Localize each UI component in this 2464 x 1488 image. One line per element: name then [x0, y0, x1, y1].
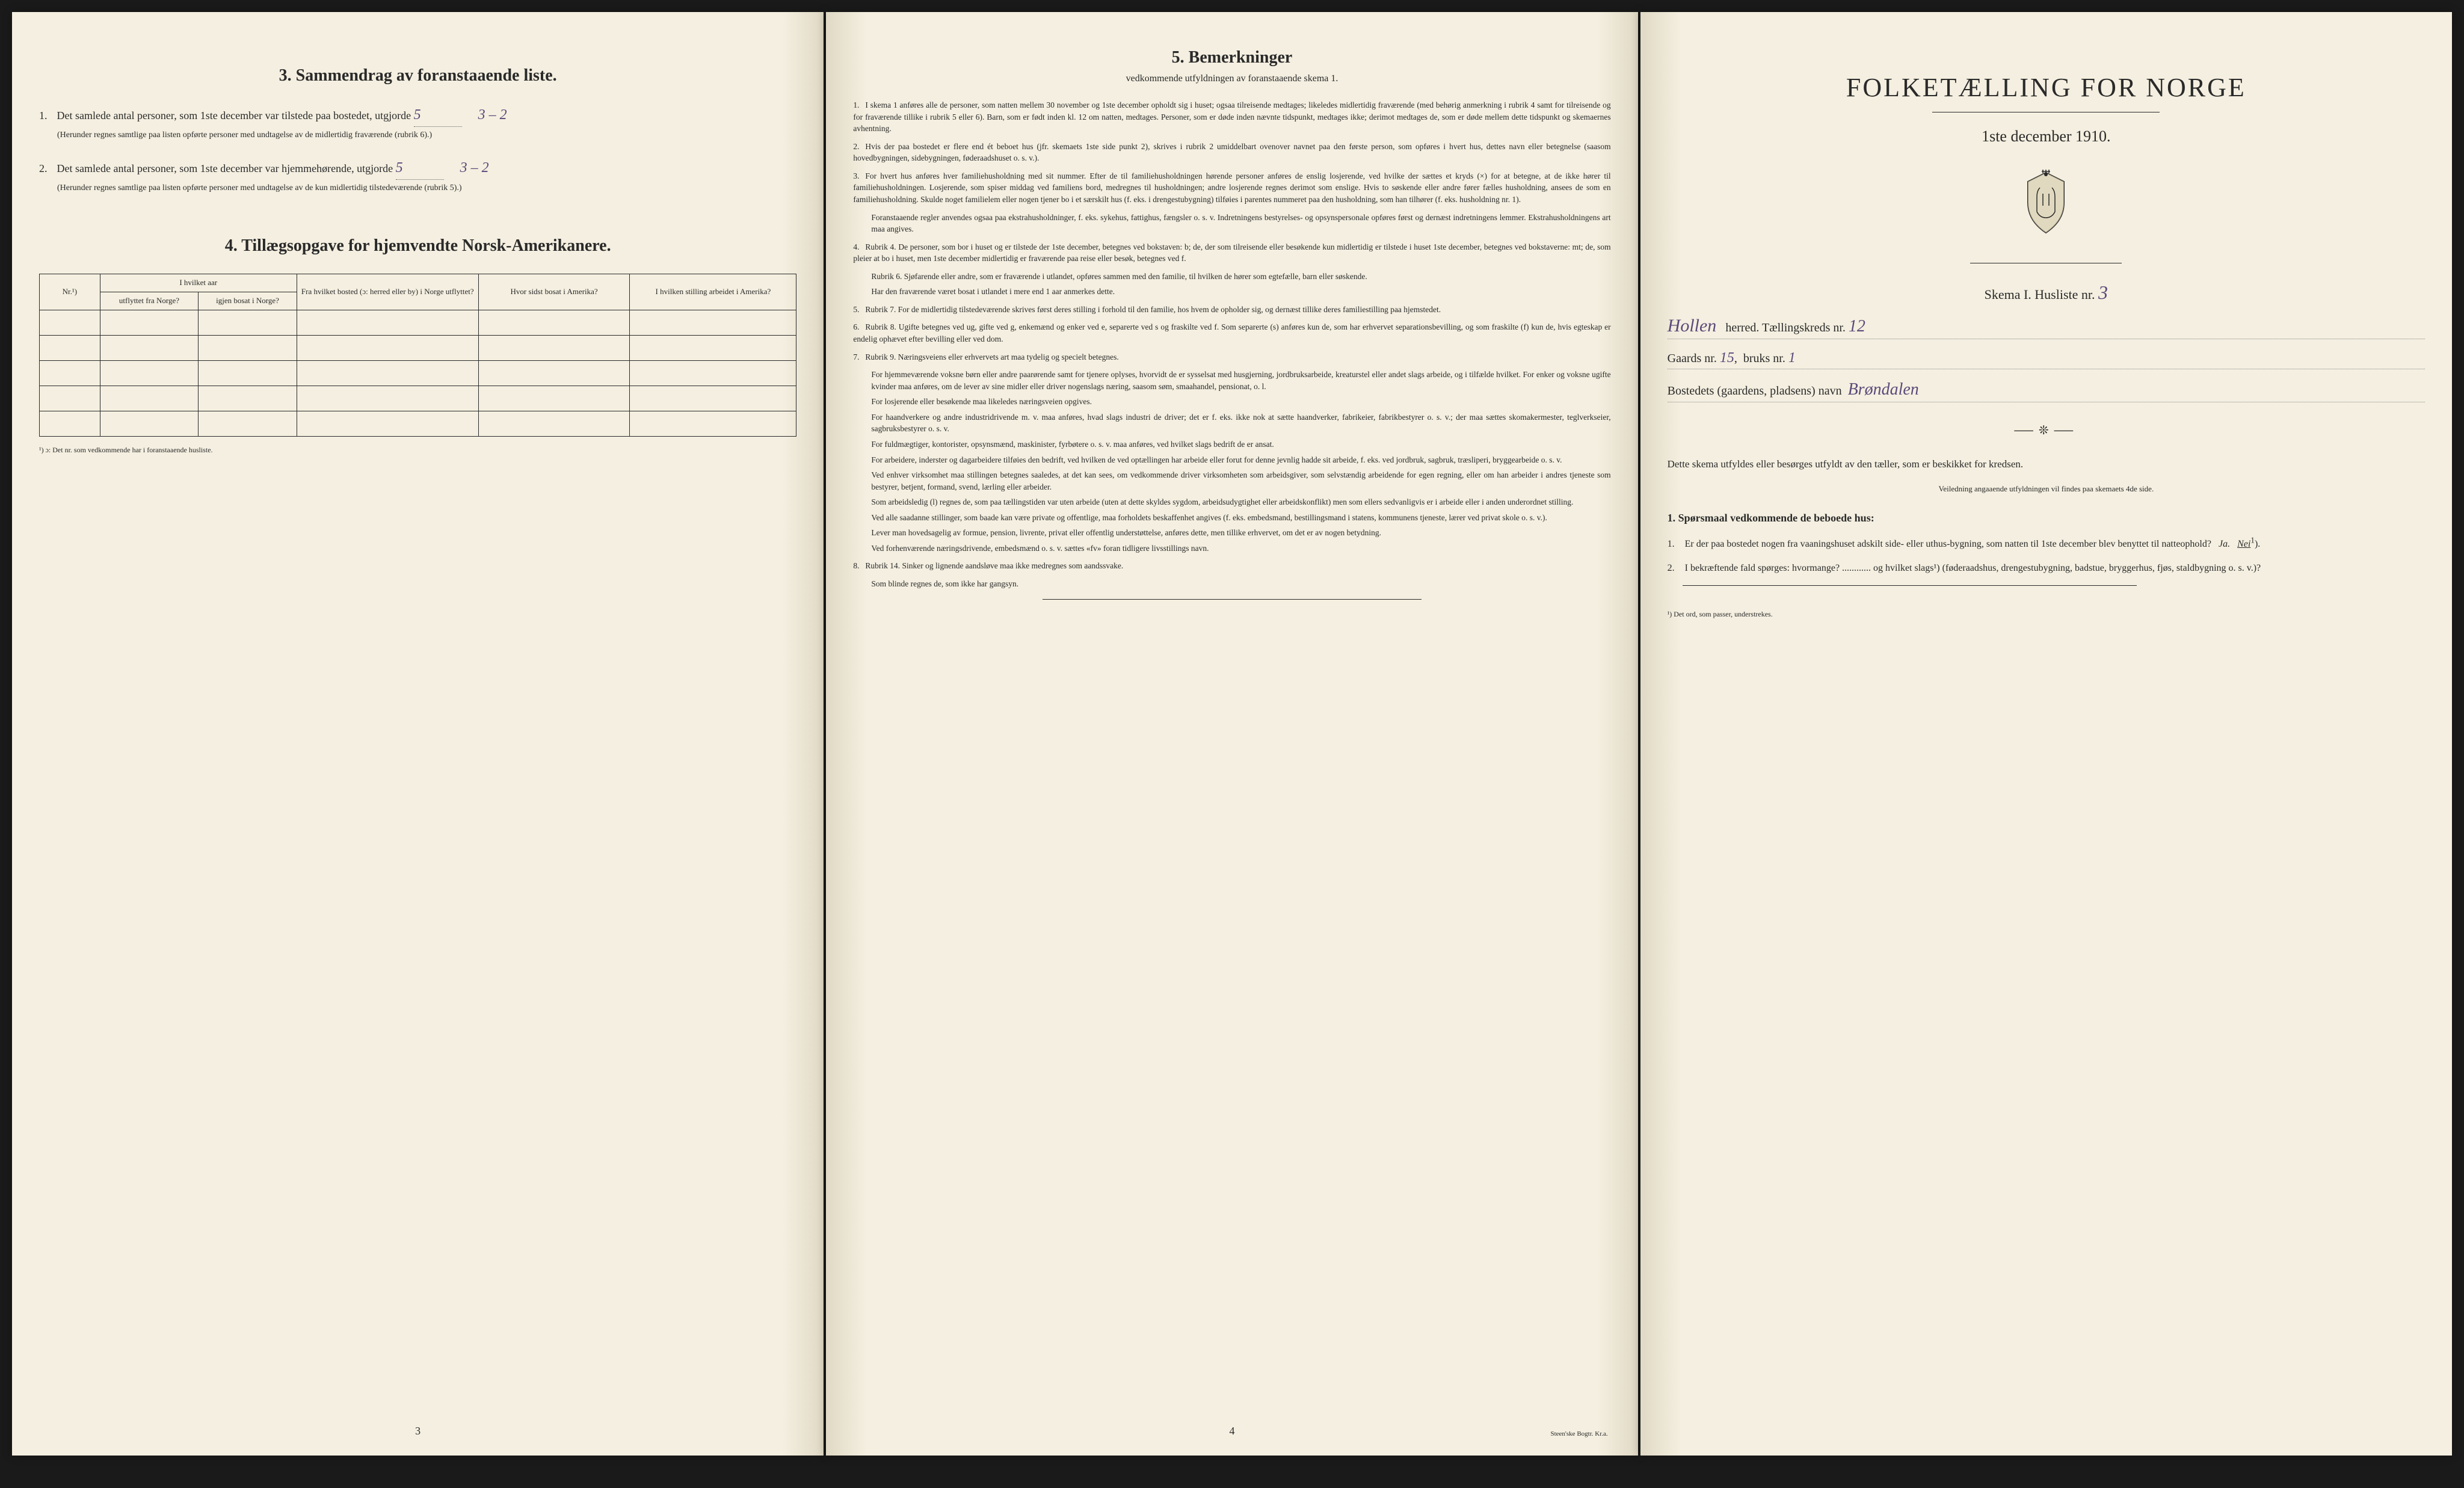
crest-icon	[2019, 170, 2073, 236]
col-nr: Nr.¹)	[40, 274, 100, 310]
bemerkning-indent: Foranstaaende regler anvendes ogsaa paa …	[871, 212, 1610, 235]
bemerkning-item: 2.Hvis der paa bostedet er flere end ét …	[853, 141, 1610, 164]
table-body	[40, 310, 796, 436]
herred-line: Hollen herred. Tællingskreds nr. 12	[1668, 316, 2425, 339]
col-stilling: I hvilken stilling arbeidet i Amerika?	[630, 274, 796, 310]
bemerkning-item: 6.Rubrik 8. Ugifte betegnes ved ug, gift…	[853, 321, 1610, 345]
bemerkning-indent: For losjerende eller besøkende maa likel…	[871, 396, 1610, 408]
bemerkning-indent: Har den fraværende været bosat i utlande…	[871, 286, 1610, 298]
bemerkning-item: 5.Rubrik 7. For de midlertidig tilstedev…	[853, 304, 1610, 316]
question-1: 1. Er der paa bostedet nogen fra vaaning…	[1683, 533, 2425, 552]
instruction: Dette skema utfyldes eller besørges utfy…	[1668, 456, 2425, 472]
bemerkning-indent: Ved alle saadanne stillinger, som baade …	[871, 512, 1610, 524]
q2-line	[1683, 585, 2137, 586]
table-row	[40, 360, 796, 386]
questions-title: 1. Spørsmaal vedkommende de beboede hus:	[1668, 512, 2425, 524]
amerika-table: Nr.¹) I hvilket aar Fra hvilket bosted (…	[39, 274, 796, 437]
page-number-3: 3	[415, 1425, 420, 1437]
col-fra: Fra hvilket bosted (ɔ: herred eller by) …	[297, 274, 478, 310]
item-1-note: (Herunder regnes samtlige paa listen opf…	[57, 129, 796, 141]
question-2: 2. I bekræftende fald spørges: hvormange…	[1683, 561, 2425, 576]
coat-of-arms	[1668, 170, 2425, 239]
bemerkning-indent: For haandverkere og andre industridriven…	[871, 411, 1610, 435]
item-2-note: (Herunder regnes samtlige paa listen opf…	[57, 182, 796, 194]
item-1: 1. Det samlede antal personer, som 1ste …	[39, 103, 796, 141]
printer-note: Steen'ske Bogtr. Kr.a.	[1550, 1430, 1607, 1437]
bemerkning-item: 1.I skema 1 anføres alle de personer, so…	[853, 99, 1610, 135]
ornament: ⸺❊⸺	[1668, 420, 2425, 438]
bemerkninger-list: 1.I skema 1 anføres alle de personer, so…	[853, 99, 1610, 590]
main-title: FOLKETÆLLING FOR NORGE	[1668, 72, 2425, 103]
bemerkning-item: 8.Rubrik 14. Sinker og lignende aandsløv…	[853, 560, 1610, 572]
table-row	[40, 411, 796, 436]
bemerkning-indent: For fuldmægtiger, kontorister, opsynsmæn…	[871, 438, 1610, 450]
bemerkning-indent: Som blinde regnes de, som ikke har gangs…	[871, 578, 1610, 590]
bemerkning-indent: Ved forhenværende næringsdrivende, embed…	[871, 543, 1610, 555]
bemerkning-indent: Som arbeidsledig (l) regnes de, som paa …	[871, 496, 1610, 508]
section-4-title: 4. Tillægsopgave for hjemvendte Norsk-Am…	[39, 236, 796, 256]
col-aar: I hvilket aar	[100, 274, 297, 292]
col-hvor: Hvor sidst bosat i Amerika?	[478, 274, 630, 310]
bemerkning-indent: For hjemmeværende voksne børn eller andr…	[871, 369, 1610, 392]
bemerkning-item: 3.For hvert hus anføres hver familiehush…	[853, 170, 1610, 206]
bemerkning-indent: Lever man hovedsagelig av formue, pensio…	[871, 527, 1610, 539]
page-3: 3. Sammendrag av foranstaaende liste. 1.…	[12, 12, 824, 1456]
section-3-title: 3. Sammendrag av foranstaaende liste.	[39, 66, 796, 85]
footnote-left: ¹) ɔ: Det nr. som vedkommende har i fora…	[39, 446, 796, 455]
bemerkning-item: 4.Rubrik 4. De personer, som bor i huset…	[853, 241, 1610, 265]
table-row	[40, 310, 796, 335]
bemerkning-indent: Rubrik 6. Sjøfarende eller andre, som er…	[871, 271, 1610, 283]
bemerkning-item: 7.Rubrik 9. Næringsveiens eller erhverve…	[853, 351, 1610, 363]
bemerkning-indent: Ved enhver virksomhet maa stillingen bet…	[871, 469, 1610, 493]
col-utflyttet: utflyttet fra Norge?	[100, 292, 199, 310]
col-igjen: igjen bosat i Norge?	[199, 292, 297, 310]
page-number-4: 4	[1229, 1425, 1234, 1437]
document-spread: 3. Sammendrag av foranstaaende liste. 1.…	[12, 12, 2452, 1456]
item-2: 2. Det samlede antal personer, som 1ste …	[39, 156, 796, 194]
bosted-line: Bostedets (gaardens, pladsens) navn Brøn…	[1668, 380, 2425, 402]
page-title: FOLKETÆLLING FOR NORGE 1ste december 191…	[1640, 12, 2452, 1456]
divider	[1043, 599, 1421, 600]
small-instruction: Veiledning angaaende utfyldningen vil fi…	[1668, 484, 2425, 494]
date-line: 1ste december 1910.	[1668, 128, 2425, 146]
table-row	[40, 386, 796, 411]
section-5-subtitle: vedkommende utfyldningen av foranstaaend…	[853, 73, 1610, 84]
table-row	[40, 335, 796, 360]
bottom-footnote: ¹) Det ord, som passer, understrekes.	[1668, 610, 2425, 619]
page-4: 5. Bemerkninger vedkommende utfyldningen…	[826, 12, 1637, 1456]
bemerkning-indent: For arbeidere, inderster og dagarbeidere…	[871, 454, 1610, 466]
section-5-title: 5. Bemerkninger	[853, 48, 1610, 67]
skema-line: Skema I. Husliste nr. 3	[1668, 281, 2425, 304]
gaards-line: Gaards nr. 15, bruks nr. 1	[1668, 350, 2425, 369]
